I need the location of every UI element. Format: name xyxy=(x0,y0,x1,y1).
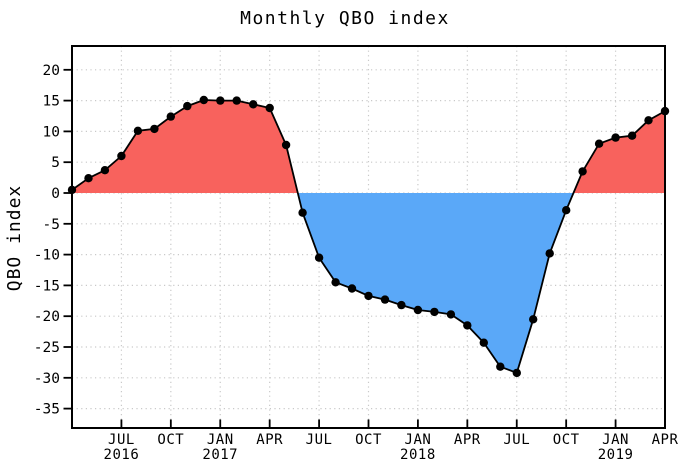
data-point xyxy=(578,167,587,176)
x-tick-label: OCT xyxy=(355,432,382,448)
y-tick-label: -10 xyxy=(34,248,60,264)
data-point xyxy=(660,106,670,116)
data-point xyxy=(331,278,340,287)
data-point xyxy=(446,310,456,319)
x-tick-label: JAN xyxy=(602,432,629,448)
data-point xyxy=(496,362,505,371)
data-point xyxy=(117,151,126,161)
y-tick-label: 20 xyxy=(43,63,60,79)
data-point xyxy=(216,96,225,105)
data-point xyxy=(512,368,521,378)
x-year-label: 2019 xyxy=(598,447,634,463)
x-tick-label: JUL xyxy=(503,432,530,448)
y-tick-label: -35 xyxy=(34,402,60,418)
x-tick-label: APR xyxy=(652,432,679,448)
data-point xyxy=(347,284,357,293)
data-point xyxy=(150,124,159,134)
x-tick-label: OCT xyxy=(553,432,580,448)
data-point xyxy=(430,307,439,317)
y-tick-label: -20 xyxy=(34,309,60,325)
x-tick-label: JAN xyxy=(405,432,432,448)
data-point xyxy=(594,139,604,148)
x-year-label: 2018 xyxy=(400,447,436,463)
data-point xyxy=(413,305,423,315)
data-point xyxy=(479,338,488,347)
y-tick-label: 15 xyxy=(43,94,60,110)
data-point xyxy=(100,166,110,175)
y-axis-title: QBO index xyxy=(4,185,25,292)
x-tick-label: OCT xyxy=(157,432,184,448)
data-point xyxy=(545,249,554,258)
data-point xyxy=(529,315,538,324)
x-tick-label: APR xyxy=(454,432,481,448)
x-tick-label: JUL xyxy=(306,432,333,448)
plot-border xyxy=(71,45,666,429)
data-point xyxy=(463,321,472,330)
x-year-label: 2017 xyxy=(202,447,238,463)
data-point xyxy=(166,112,175,121)
data-point xyxy=(380,295,390,304)
x-tick-label: APR xyxy=(256,432,283,448)
y-tick-label: -15 xyxy=(34,278,60,294)
data-point xyxy=(133,126,143,135)
negative-area-fill xyxy=(72,193,665,373)
y-tick-label: -5 xyxy=(43,217,60,233)
y-tick-label: 5 xyxy=(51,155,60,171)
positive-area-fill xyxy=(72,100,665,193)
data-point xyxy=(298,208,307,217)
data-point xyxy=(84,174,93,183)
x-tick-label: JAN xyxy=(207,432,234,448)
data-point xyxy=(265,103,274,113)
plot-frame xyxy=(71,45,666,429)
x-tick-label: JUL xyxy=(108,432,135,448)
data-point xyxy=(67,185,77,195)
data-point xyxy=(562,206,571,215)
data-point xyxy=(199,95,208,105)
data-point xyxy=(611,133,620,142)
axis-ticks xyxy=(63,68,666,427)
y-tick-label: 0 xyxy=(51,186,60,202)
y-tick-label: 10 xyxy=(43,124,60,140)
data-point xyxy=(183,101,192,111)
data-point xyxy=(397,300,406,310)
data-point xyxy=(644,116,653,125)
y-tick-label: -25 xyxy=(34,340,60,356)
data-point xyxy=(364,291,373,301)
y-tick-label: -30 xyxy=(34,371,60,387)
data-point xyxy=(314,253,324,262)
data-point xyxy=(249,100,258,109)
data-point xyxy=(232,96,241,105)
data-markers xyxy=(67,95,670,378)
data-point xyxy=(627,131,637,140)
data-point xyxy=(281,140,291,150)
area-fills xyxy=(72,100,665,373)
x-year-label: 2016 xyxy=(104,447,140,463)
chart-title: Monthly QBO index xyxy=(240,8,450,29)
